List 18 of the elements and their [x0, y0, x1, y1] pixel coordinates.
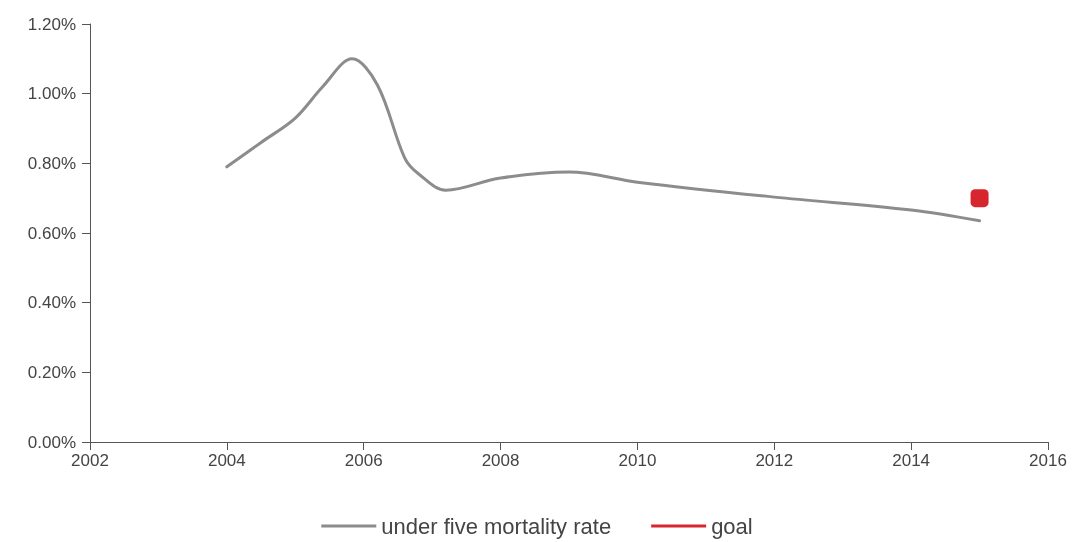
y-tick-label: 0.20%	[27, 362, 76, 382]
x-tick-label: 2004	[207, 451, 246, 470]
x-tick-label: 2016	[1029, 451, 1067, 470]
legend-label: goal	[711, 513, 753, 539]
legend-label: under five mortality rate	[381, 513, 612, 539]
y-tick-label: 0.40%	[27, 293, 76, 313]
y-tick-label: 0.60%	[27, 223, 76, 243]
x-tick-label: 2014	[892, 451, 931, 470]
x-tick-label: 2010	[618, 451, 657, 470]
line-series	[225, 57, 982, 223]
x-tick-label: 2006	[344, 451, 383, 470]
x-tick-label: 2012	[755, 451, 794, 470]
y-tick-label: 0.80%	[27, 153, 76, 173]
y-tick-label: 0.00%	[27, 432, 76, 452]
x-tick-label: 2002	[71, 451, 109, 470]
x-tick-label: 2008	[481, 451, 520, 470]
y-tick-label: 1.20%	[27, 14, 76, 34]
y-tick-label: 1.00%	[27, 84, 76, 104]
